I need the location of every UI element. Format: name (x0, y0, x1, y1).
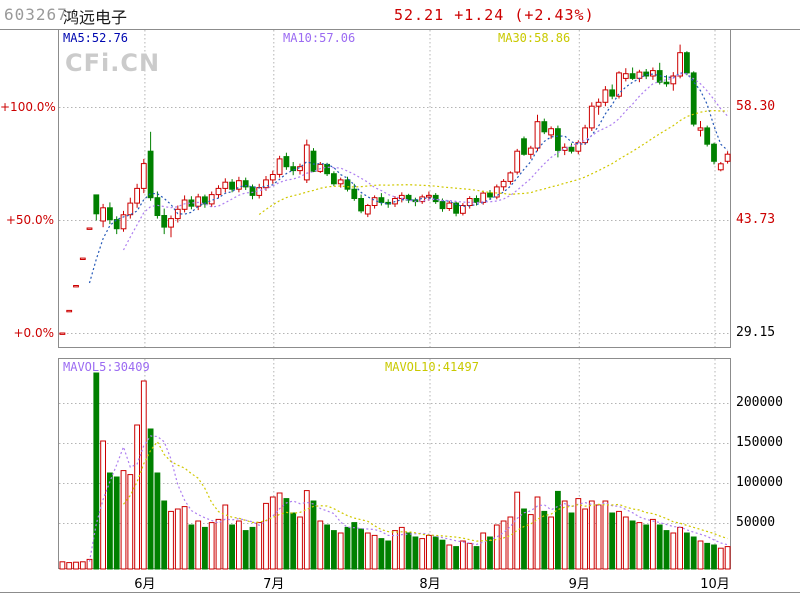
price-axis-high: 58.30 (736, 99, 776, 114)
percent-axis-0: +0.0% (13, 326, 54, 340)
volume-axis-50k: 50000 (736, 515, 776, 530)
ma10-label: MA10:57.06 (283, 31, 356, 45)
stock-code: 603267 (4, 5, 68, 24)
volume-axis-150k: 150000 (736, 435, 783, 450)
volume-axis-100k: 100000 (736, 475, 783, 490)
percent-axis-100: +100.0% (0, 100, 56, 114)
price-change-percent: (+2.43%) (514, 6, 595, 24)
ma5-label: MA5:52.76 (63, 31, 129, 45)
price-change: +1.24 (454, 6, 505, 24)
x-axis-month-label: 6月 (134, 577, 156, 592)
price-axis-mid: 43.73 (736, 212, 776, 227)
ma30-label: MA30:58.86 (498, 31, 571, 45)
percent-axis-50: +50.0% (5, 213, 54, 227)
x-axis-month-label: 10月 (700, 577, 730, 592)
volume-axis-200k: 200000 (736, 395, 783, 410)
quote-line: 52.21 +1.24 (+2.43%) (394, 6, 595, 24)
price-axis-base: 29.15 (736, 325, 776, 340)
stock-name: 鸿远电子 (63, 8, 128, 27)
last-price: 52.21 (394, 6, 445, 24)
x-axis-month-label: 8月 (419, 577, 441, 592)
cfi-watermark: CFi.CN (65, 49, 161, 77)
mavol10-label: MAVOL10:41497 (385, 360, 479, 374)
mavol5-label: MAVOL5:30409 (63, 360, 150, 374)
x-axis-month-label: 7月 (263, 577, 285, 592)
x-axis-month-label: 9月 (568, 577, 590, 592)
